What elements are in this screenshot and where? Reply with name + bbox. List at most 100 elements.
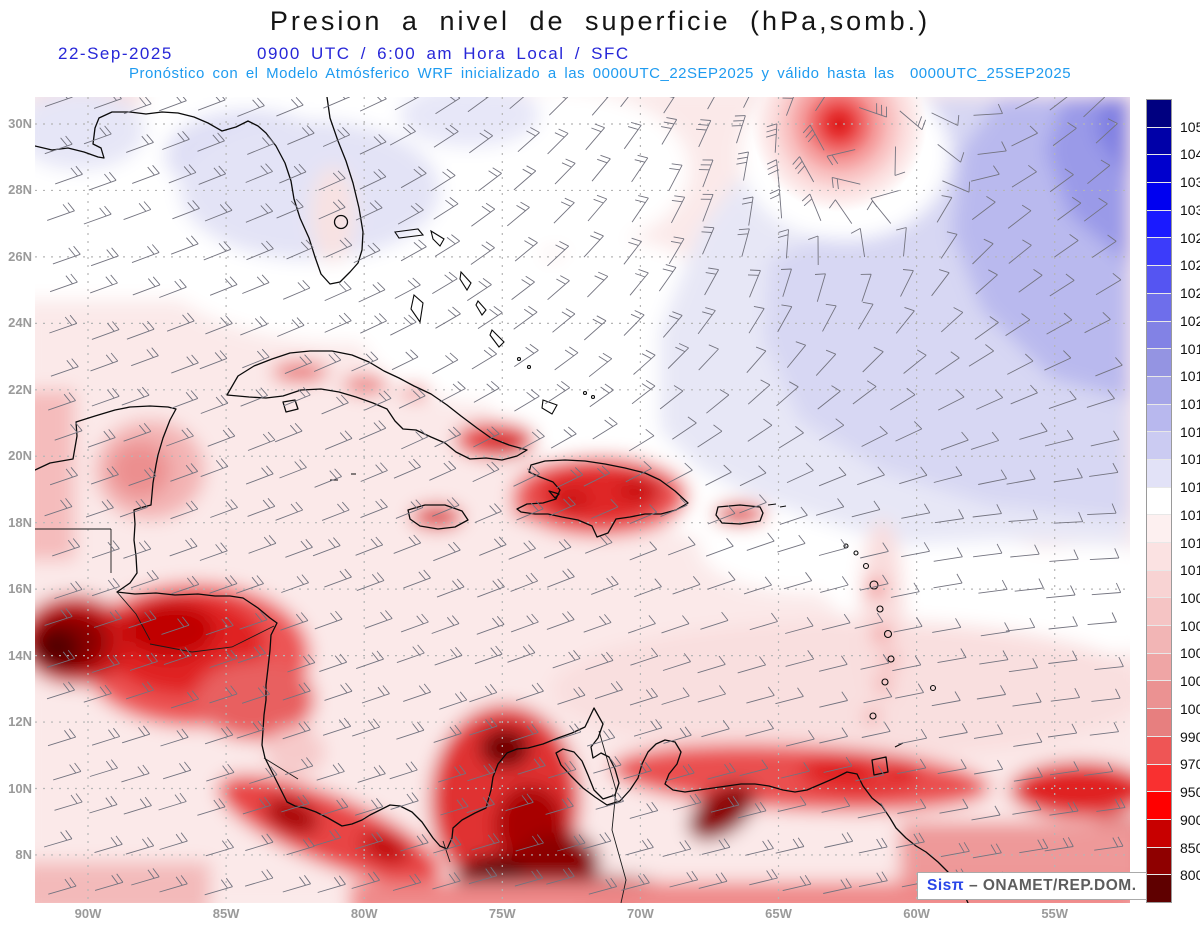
country-borders (35, 528, 627, 903)
colorbar-cell (1147, 487, 1171, 516)
lat-label: 18N (8, 514, 32, 530)
colorbar-label: 1017 (1180, 395, 1200, 412)
colorbar-cell (1147, 792, 1171, 820)
lake-okeechobee (333, 214, 349, 230)
lon-label: 55W (1041, 906, 1069, 921)
colorbar-label: 990 (1180, 728, 1200, 745)
colorbar-cell (1147, 764, 1171, 793)
lon-label: 60W (903, 906, 930, 921)
colorbar-label: 950 (1180, 784, 1200, 801)
watermark-source: – ONAMET/REP.DOM. (968, 877, 1137, 894)
coast-jamaica (407, 504, 469, 530)
lon-label: 65W (765, 906, 792, 921)
lat-label: 12N (8, 714, 32, 730)
pressure-colorbar (1146, 99, 1172, 903)
lat-label: 8N (15, 846, 32, 862)
colorbar-label: 800 (1180, 867, 1200, 884)
colorbar-label: 1004 (1180, 645, 1200, 662)
watermark: Sisπ – ONAMET/REP.DOM. (917, 872, 1147, 900)
colorbar-label: 1008 (1180, 590, 1200, 607)
colorbar-label: 1018 (1180, 368, 1200, 385)
colorbar-cell (1147, 736, 1171, 765)
lat-label: 24N (8, 315, 32, 331)
colorbar-label: 1050 (1180, 118, 1200, 135)
colorbar-label: 1022 (1180, 285, 1200, 302)
forecast-time: 0900 UTC / 6:00 am Hora Local / SFC (257, 44, 630, 63)
lat-label: 22N (8, 381, 32, 397)
lon-label: 75W (488, 906, 516, 921)
colorbar-label: 1030 (1180, 201, 1200, 218)
lat-label: 20N (8, 448, 32, 464)
colorbar-cell (1147, 598, 1171, 627)
colorbar-label: 900 (1180, 811, 1200, 828)
colorbar-cell (1147, 432, 1171, 460)
colorbar-cell (1147, 653, 1171, 682)
colorbar-cell (1147, 404, 1171, 433)
colorbar-label: 1012 (1180, 534, 1200, 551)
colorbar-cell (1147, 819, 1171, 848)
isla-juventud (282, 399, 299, 413)
map-area: 30N 28N 26N 24N 22N 20N 18N 16N 14N 12N 10N 8N 90W 8… (8, 97, 1130, 921)
colorbar-cell (1147, 321, 1171, 350)
coast-hispaniola (516, 459, 689, 538)
wind-barbs (43, 97, 1126, 896)
lat-label: 16N (8, 581, 32, 597)
colorbar-label: 1040 (1180, 146, 1200, 163)
lat-label: 10N (8, 780, 32, 796)
colorbar-label: 1013 (1180, 506, 1200, 523)
pressure-map (35, 97, 1130, 903)
colorbar-cell (1147, 210, 1171, 239)
colorbar-label: 1016 (1180, 423, 1200, 440)
colorbar-cell (1147, 376, 1171, 405)
colorbar-cell (1147, 515, 1171, 543)
colorbar-label: 1006 (1180, 617, 1200, 634)
watermark-brand: Sisπ (927, 877, 965, 894)
colorbar-cell (1147, 100, 1171, 128)
forecast-date: 22-Sep-2025 (58, 44, 173, 63)
colorbar-cell (1147, 626, 1171, 654)
lat-label: 28N (8, 182, 32, 198)
colorbar-cell (1147, 847, 1171, 876)
lat-label: 26N (8, 248, 32, 264)
colorbar-cell (1147, 266, 1171, 294)
colorbar-label: 1028 (1180, 229, 1200, 246)
lon-label: 90W (74, 906, 102, 921)
lon-label: 70W (627, 906, 654, 921)
lat-label: 30N (8, 116, 32, 131)
colorbar-cell (1147, 709, 1171, 737)
colorbar-cell (1147, 183, 1171, 211)
lat-label: 14N (8, 647, 32, 663)
colorbar-label: 1025 (1180, 257, 1200, 274)
colorbar-cell (1147, 293, 1171, 322)
colorbar-cell (1147, 349, 1171, 377)
coast-central-south-america (35, 405, 969, 903)
colorbar-label: 1000 (1180, 700, 1200, 717)
coast-trinidad (871, 756, 889, 776)
forecast-model-line: Pronóstico con el Modelo Atmósferico WRF… (128, 65, 1072, 82)
coast-gulf-florida (35, 97, 364, 285)
colorbar-label: 1015 (1180, 451, 1200, 468)
coast-puerto-rico (715, 504, 764, 525)
colorbar-cell (1147, 543, 1171, 571)
tropical-cyclone-low (751, 97, 927, 212)
colorbar-label: 1002 (1180, 673, 1200, 690)
lon-label: 80W (350, 906, 378, 921)
colorbar-cell (1147, 127, 1171, 156)
pressure-shading (35, 97, 1130, 903)
colorbar-label: 850 (1180, 839, 1200, 856)
coast-cuba (226, 350, 528, 461)
colorbar-label: 1010 (1180, 562, 1200, 579)
colorbar-cell (1147, 570, 1171, 599)
colorbar-cell (1147, 875, 1171, 902)
colorbar-cell (1147, 155, 1171, 184)
coastlines (35, 97, 969, 903)
colorbar-cell (1147, 681, 1171, 710)
lon-label: 85W (212, 906, 240, 921)
colorbar-label: 1019 (1180, 340, 1200, 357)
colorbar-label: 1020 (1180, 312, 1200, 329)
colorbar-label: 970 (1180, 756, 1200, 773)
colorbar-label: 1035 (1180, 174, 1200, 191)
ile-gonave (548, 490, 560, 499)
page-title: Presion a nivel de superficie (hPa,somb.… (269, 6, 931, 36)
